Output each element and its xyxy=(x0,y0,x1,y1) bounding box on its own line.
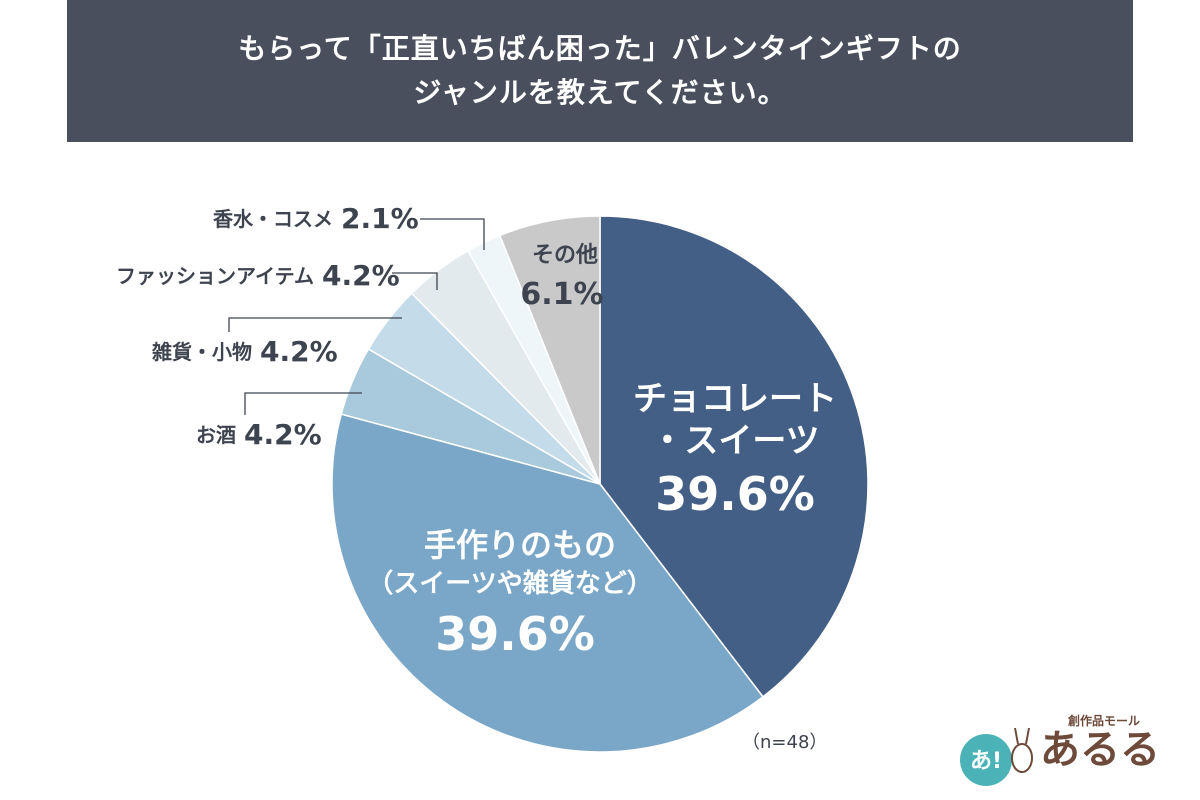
slice-label-chocolate-line1: チョコレート xyxy=(633,379,837,419)
slice-label-alcohol: お酒 xyxy=(196,423,236,447)
pie-slice-chocolate xyxy=(599,215,869,698)
slice-value-alcohol: 4.2% xyxy=(244,418,322,451)
slice-value-goods: 4.2% xyxy=(260,335,338,368)
aruru-logo: あ! xyxy=(960,727,1033,786)
slice-label-other: その他 xyxy=(532,243,598,268)
logo-badge-icon xyxy=(960,734,1012,786)
rabbit-icon xyxy=(1011,743,1033,773)
title-banner: もらって「正直いちばん困った」バレンタインギフトの ジャンルを教えてください。 xyxy=(67,0,1133,142)
slice-value-other: 6.1% xyxy=(520,277,603,312)
pie-slice-handmade xyxy=(331,413,764,753)
title-line-1: もらって「正直いちばん困った」バレンタインギフトの xyxy=(238,32,962,65)
slice-label-handmade-line2: （スイーツや雑貨など） xyxy=(367,568,652,599)
pie-slice-other xyxy=(498,215,601,485)
slice-label-fashion: ファッションアイテム xyxy=(116,264,314,288)
logo-badge-text: あ! xyxy=(970,749,1002,774)
slice-value-chocolate: 39.6% xyxy=(655,467,815,521)
logo-subtitle: 創作品モール xyxy=(1068,714,1141,728)
title-line-2: ジャンルを教えてください。 xyxy=(413,76,787,109)
sample-size-label: （n=48） xyxy=(742,732,828,753)
leader-line-perfume xyxy=(420,218,485,250)
slice-value-handmade: 39.6% xyxy=(435,607,595,661)
slice-value-fashion: 4.2% xyxy=(322,259,400,292)
slice-label-perfume: 香水・コスメ xyxy=(213,207,333,231)
leader-line-alcohol xyxy=(244,392,362,415)
slice-value-perfume: 2.1% xyxy=(341,202,419,235)
slice-label-handmade-line1: 手作りのもの xyxy=(424,526,616,564)
leader-line-goods xyxy=(228,317,402,332)
leader-line-fashion xyxy=(392,272,438,290)
slice-label-chocolate-line2: ・スイーツ xyxy=(650,421,819,461)
logo-name: あるる xyxy=(1040,727,1160,773)
slice-label-goods: 雑貨・小物 xyxy=(151,340,252,364)
